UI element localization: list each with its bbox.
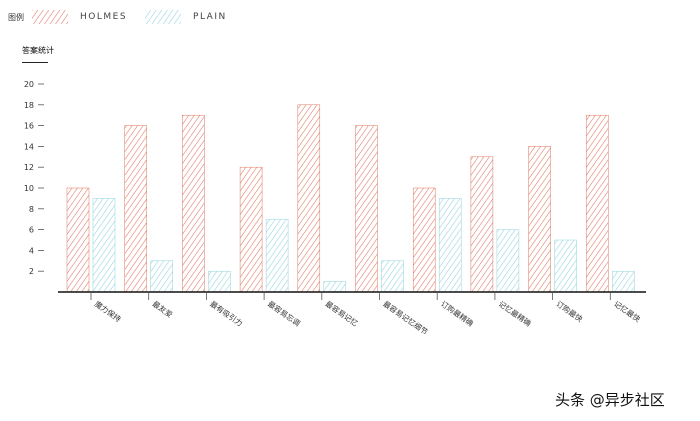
x-tick-label: 记忆最精确: [497, 298, 533, 328]
y-tick-label: 10: [24, 184, 34, 193]
legend-item-plain: PLAIN: [145, 10, 227, 24]
bar-plain: [612, 270, 635, 293]
holmes-hatch-swatch: [32, 10, 68, 24]
bar-plain: [381, 260, 404, 293]
bar-plain: [208, 270, 231, 293]
plain-hatch-swatch: [145, 10, 182, 24]
y-tick-label: 8: [29, 205, 34, 214]
bar-holmes: [528, 146, 551, 293]
x-tick-label: 订购最快: [554, 298, 585, 324]
bar-holmes: [124, 125, 147, 293]
y-tick-label: 14: [24, 142, 34, 151]
bar-holmes: [66, 187, 90, 293]
x-tick-label: 最有吸引力: [208, 298, 244, 328]
chart-title: 答案统计: [22, 46, 54, 55]
legend-label-plain: PLAIN: [193, 12, 227, 22]
bars: [66, 104, 635, 293]
x-axis: 魔力保持 最友爱 最有吸引力 最容易忘调 最容易记忆 最容易记忆细节 订购最精确 记忆最精确订…: [58, 291, 646, 337]
x-tick-label: 最容易忘调: [266, 298, 302, 328]
y-tick-label: 18: [24, 101, 34, 110]
bar-plain: [265, 218, 289, 293]
bar-holmes: [297, 104, 321, 293]
watermark: 头条 @异步社区: [555, 391, 665, 409]
y-tick-label: 6: [29, 226, 34, 235]
x-tick-label: 最友爱: [151, 298, 175, 319]
legend-title: 图例: [8, 12, 24, 22]
y-tick-label: 16: [24, 122, 34, 131]
bar-holmes: [470, 156, 494, 293]
y-tick-label: 20: [24, 80, 34, 89]
legend-label-holmes: HOLMES: [80, 12, 128, 22]
y-tick-label: 2: [29, 267, 34, 276]
x-tick-label: 记忆最快: [612, 298, 643, 324]
y-tick-label: 12: [24, 163, 34, 172]
bar-plain: [438, 198, 462, 293]
x-tick-label: 订购最精确: [439, 298, 475, 328]
bar-plain: [92, 198, 116, 293]
bar-plain: [150, 260, 173, 293]
bar-holmes: [182, 114, 205, 293]
legend: 图例 HOLMES PLAIN: [8, 8, 245, 26]
y-tick-label: 4: [29, 246, 34, 255]
x-tick-label: 最容易记忆细节: [381, 298, 430, 337]
legend-item-holmes: HOLMES: [32, 10, 127, 24]
y-axis: 2 4 6 8 10 12 14 16 18 20: [24, 80, 44, 276]
bar-holmes: [355, 125, 378, 293]
bar-holmes: [412, 187, 436, 293]
bar-plain: [554, 239, 577, 293]
chart-title-rule: [22, 62, 48, 63]
bar-holmes: [586, 114, 609, 293]
bar-plain: [323, 281, 347, 293]
x-tick-label: 魔力保持: [93, 298, 124, 324]
bar-plain: [496, 229, 520, 293]
bar-holmes: [239, 166, 263, 293]
x-tick-label: 最容易记忆: [324, 298, 361, 328]
